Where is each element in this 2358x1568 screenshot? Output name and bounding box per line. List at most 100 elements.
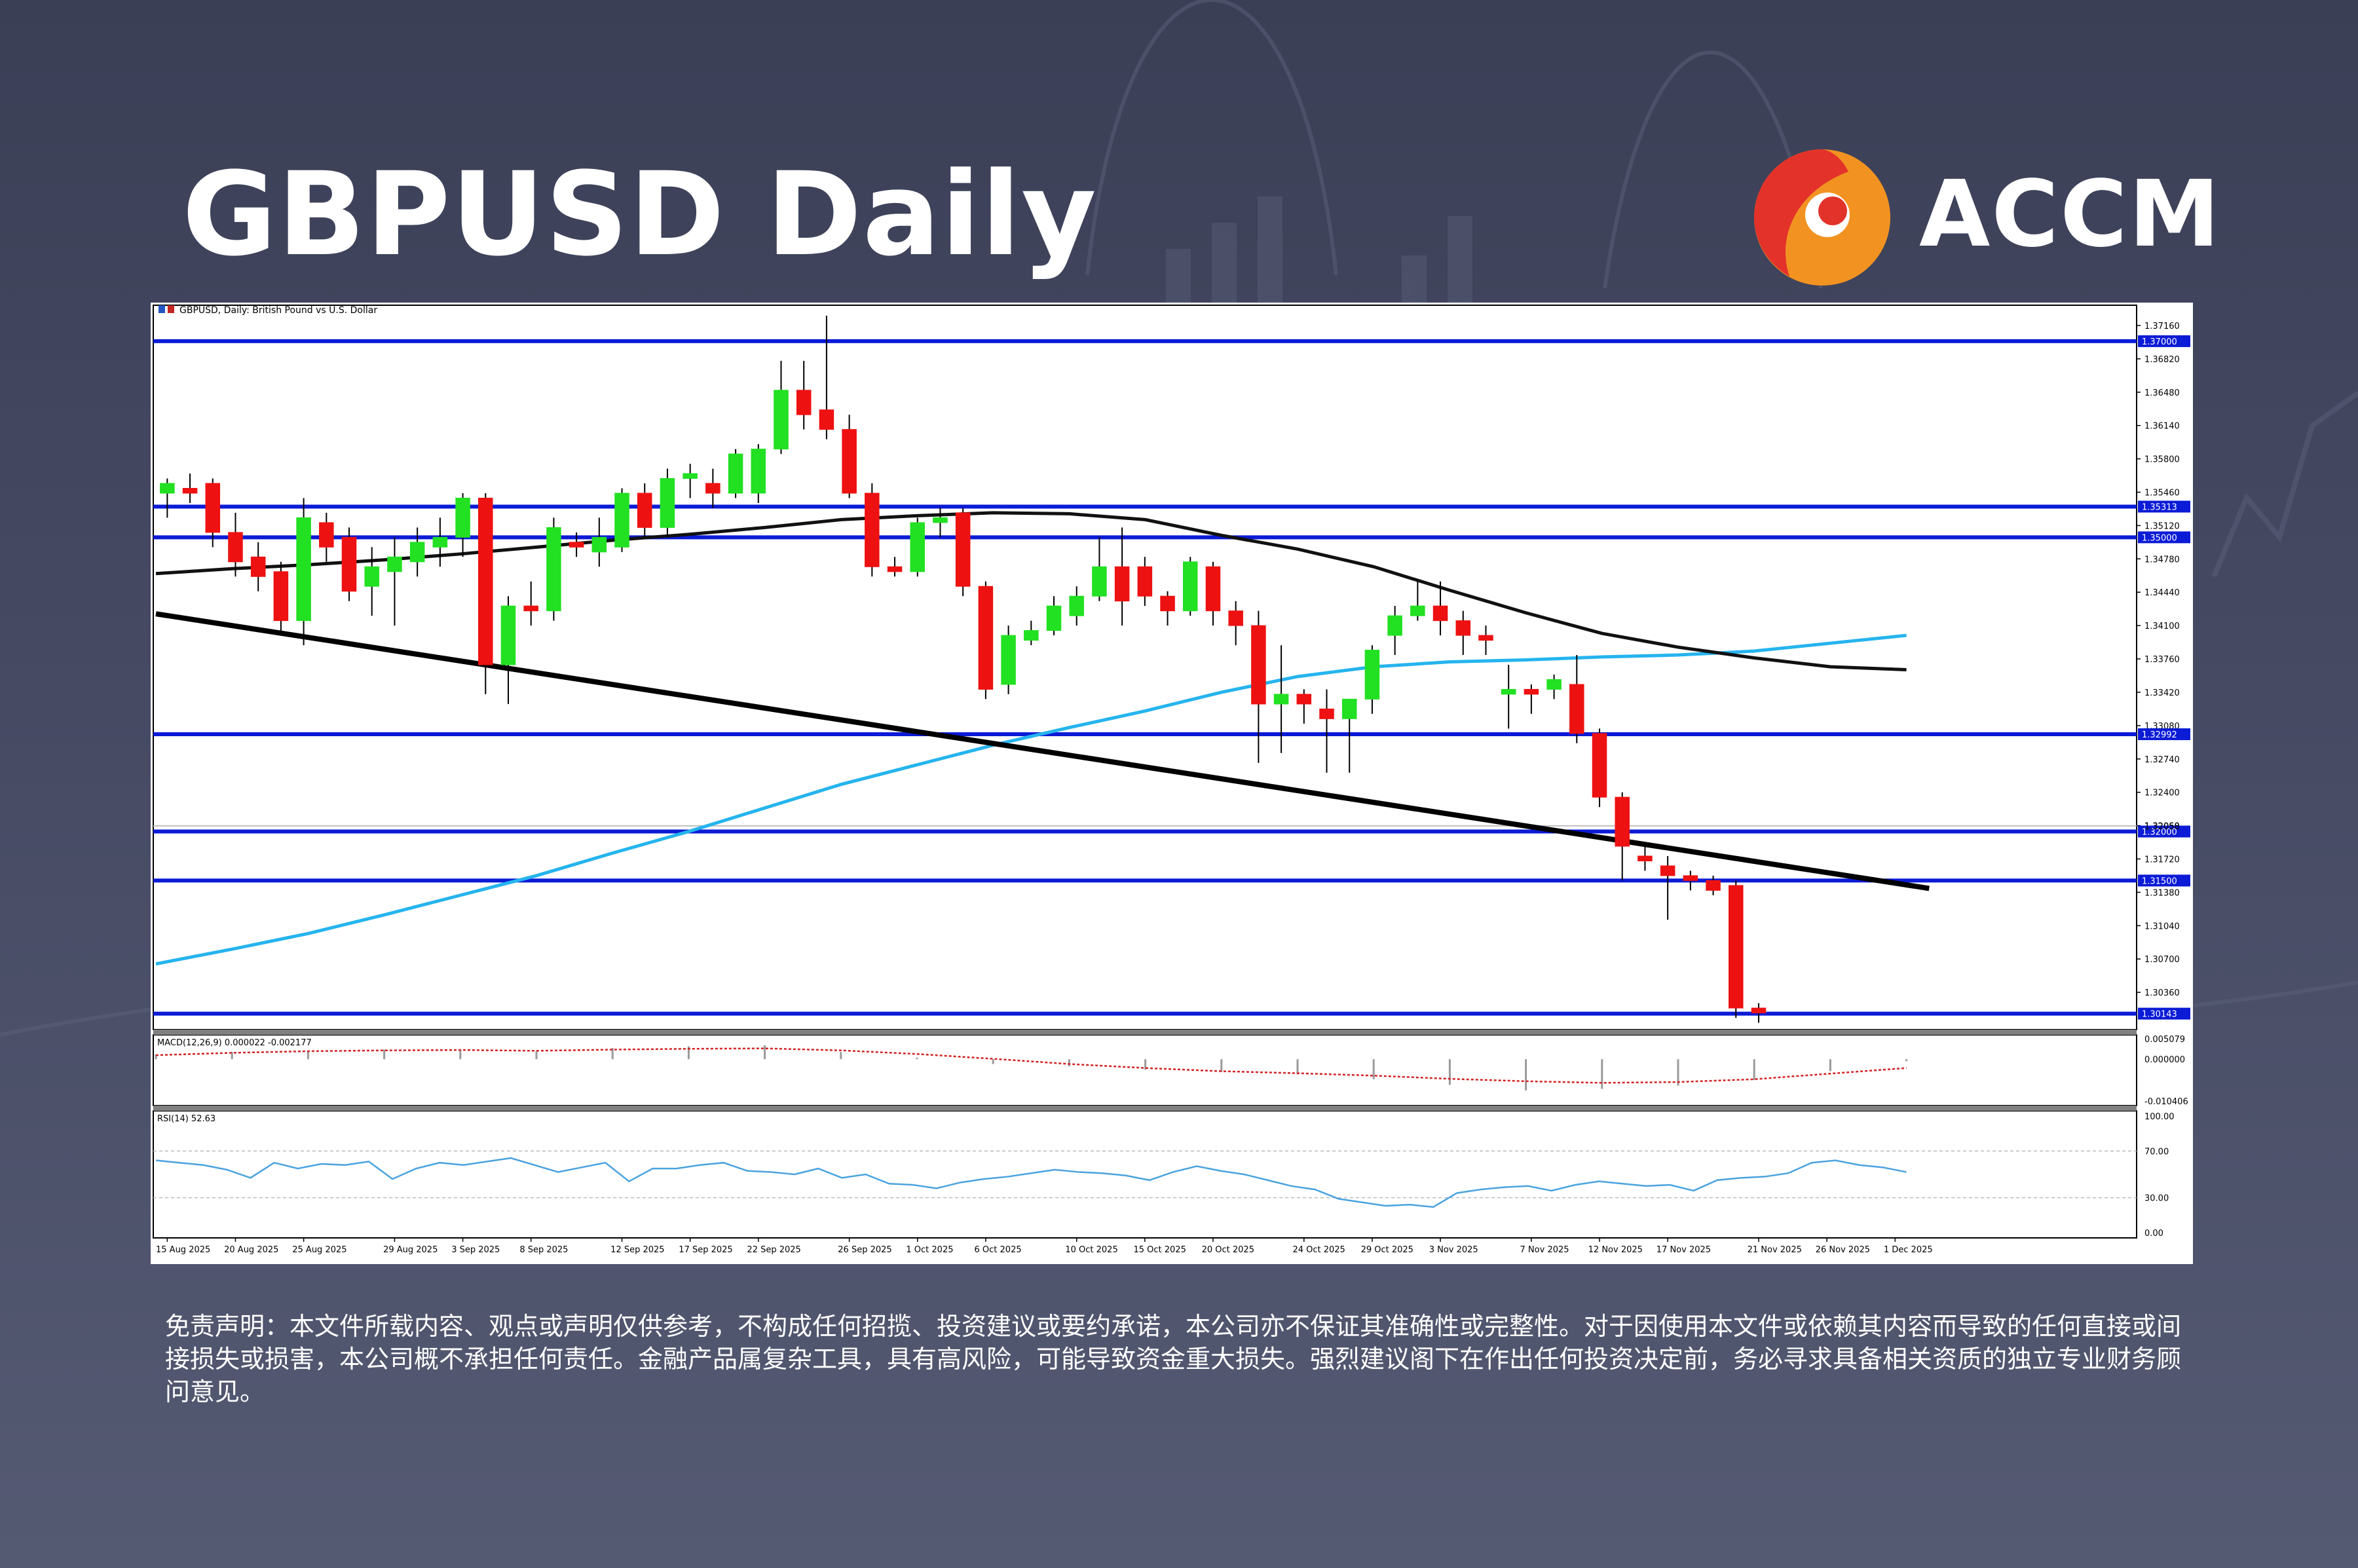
- candle: [1364, 645, 1380, 714]
- candle-body: [774, 390, 789, 450]
- candle-body: [1319, 708, 1334, 719]
- macd-tick-label: 0.000000: [2144, 1055, 2185, 1065]
- level-price-tag: [2138, 1007, 2190, 1020]
- candle-body: [387, 556, 402, 572]
- candle: [796, 360, 812, 430]
- candle: [319, 512, 334, 562]
- candle-body: [955, 512, 971, 587]
- candle-body: [1410, 605, 1425, 616]
- panel-separator: [153, 1030, 2137, 1035]
- candle: [341, 527, 357, 601]
- candle-body: [796, 390, 812, 415]
- candle: [1524, 684, 1539, 714]
- y-tick-label: 1.31040: [2144, 922, 2180, 931]
- candle-body: [591, 536, 607, 553]
- candle: [1615, 792, 1630, 881]
- candle-body: [182, 488, 198, 494]
- x-tick-label: 17 Nov 2025: [1656, 1245, 1711, 1255]
- level-price-label: 1.31500: [2142, 876, 2177, 886]
- candle: [1569, 655, 1584, 743]
- candle: [364, 547, 379, 616]
- candle: [591, 517, 607, 567]
- candle: [660, 468, 675, 538]
- level-price-tag: [2138, 335, 2190, 347]
- candle-body: [409, 542, 425, 563]
- candle-body: [1706, 880, 1721, 891]
- candle-body: [1432, 605, 1448, 622]
- candle: [1546, 674, 1562, 700]
- candle: [1114, 527, 1130, 626]
- candle: [1182, 557, 1198, 616]
- candle: [1046, 596, 1062, 636]
- y-tick-label: 1.35120: [2144, 521, 2180, 531]
- candle-body: [887, 566, 903, 572]
- x-tick-label: 29 Aug 2025: [383, 1245, 438, 1255]
- candle: [1592, 728, 1607, 808]
- candle-body: [1592, 733, 1607, 798]
- candle: [500, 596, 516, 704]
- x-tick-label: 26 Sep 2025: [838, 1245, 891, 1255]
- candle-body: [978, 586, 994, 690]
- candle-body: [341, 536, 357, 592]
- candle-body: [637, 493, 652, 528]
- candle: [1319, 689, 1334, 773]
- candle-body: [865, 493, 880, 567]
- rsi-panel-frame: [153, 1110, 2137, 1239]
- rsi-tick-label: 100.00: [2144, 1112, 2175, 1122]
- candle-body: [1683, 875, 1698, 881]
- candle-body: [1114, 566, 1130, 602]
- candle-body: [1024, 630, 1039, 641]
- y-tick-label: 1.34780: [2144, 555, 2180, 565]
- candle-body: [1546, 679, 1562, 690]
- candle-body: [660, 478, 675, 528]
- candle: [933, 508, 948, 538]
- candle-body: [1228, 610, 1243, 626]
- candle: [1341, 698, 1357, 773]
- candle-body: [1387, 615, 1402, 636]
- candle: [1273, 645, 1289, 753]
- y-tick-label: 1.32740: [2144, 755, 2180, 765]
- candle: [1001, 625, 1016, 694]
- candle: [1410, 581, 1425, 621]
- y-tick-label: 1.31720: [2144, 855, 2180, 865]
- symbol-icon: [159, 305, 165, 313]
- candle: [637, 483, 652, 538]
- candle-body: [1660, 865, 1675, 876]
- candle: [182, 474, 198, 503]
- candle-body: [478, 497, 493, 665]
- x-tick-label: 1 Oct 2025: [906, 1245, 953, 1255]
- y-tick-label: 1.35800: [2144, 455, 2180, 465]
- candle: [842, 415, 857, 498]
- x-tick-label: 7 Nov 2025: [1520, 1245, 1569, 1255]
- x-tick-label: 24 Oct 2025: [1292, 1245, 1345, 1255]
- candle-body: [751, 449, 766, 494]
- x-tick-label: 10 Oct 2025: [1065, 1245, 1117, 1255]
- background-arc: [1085, 0, 1338, 276]
- candle-body: [1137, 566, 1153, 597]
- level-price-label: 1.32000: [2142, 828, 2177, 838]
- candle: [865, 483, 880, 577]
- candle: [296, 498, 311, 646]
- candle: [205, 478, 221, 548]
- candle-body: [569, 542, 584, 548]
- candle-body: [705, 483, 720, 494]
- x-tick-label: 15 Aug 2025: [156, 1245, 210, 1255]
- candle: [910, 517, 926, 577]
- background-trend: [2211, 390, 2358, 578]
- level-price-tag: [2138, 825, 2190, 838]
- candle-body: [728, 453, 743, 494]
- candle-body: [500, 605, 516, 665]
- disclaimer-text: 免责声明：本文件所载内容、观点或声明仅供参考，不构成任何招揽、投资建议或要约承诺…: [165, 1312, 2182, 1406]
- candle: [1638, 846, 1653, 871]
- trend-line: [155, 611, 1930, 891]
- candle: [160, 478, 175, 518]
- x-tick-label: 8 Sep 2025: [519, 1245, 568, 1255]
- candle: [1069, 586, 1084, 626]
- candle: [409, 527, 425, 577]
- candle: [523, 581, 538, 626]
- candle-body: [205, 483, 221, 533]
- candle: [751, 444, 766, 503]
- ma-fast-line: [155, 511, 1907, 671]
- y-tick-label: 1.36480: [2144, 388, 2180, 398]
- y-tick-label: 1.30360: [2144, 988, 2180, 998]
